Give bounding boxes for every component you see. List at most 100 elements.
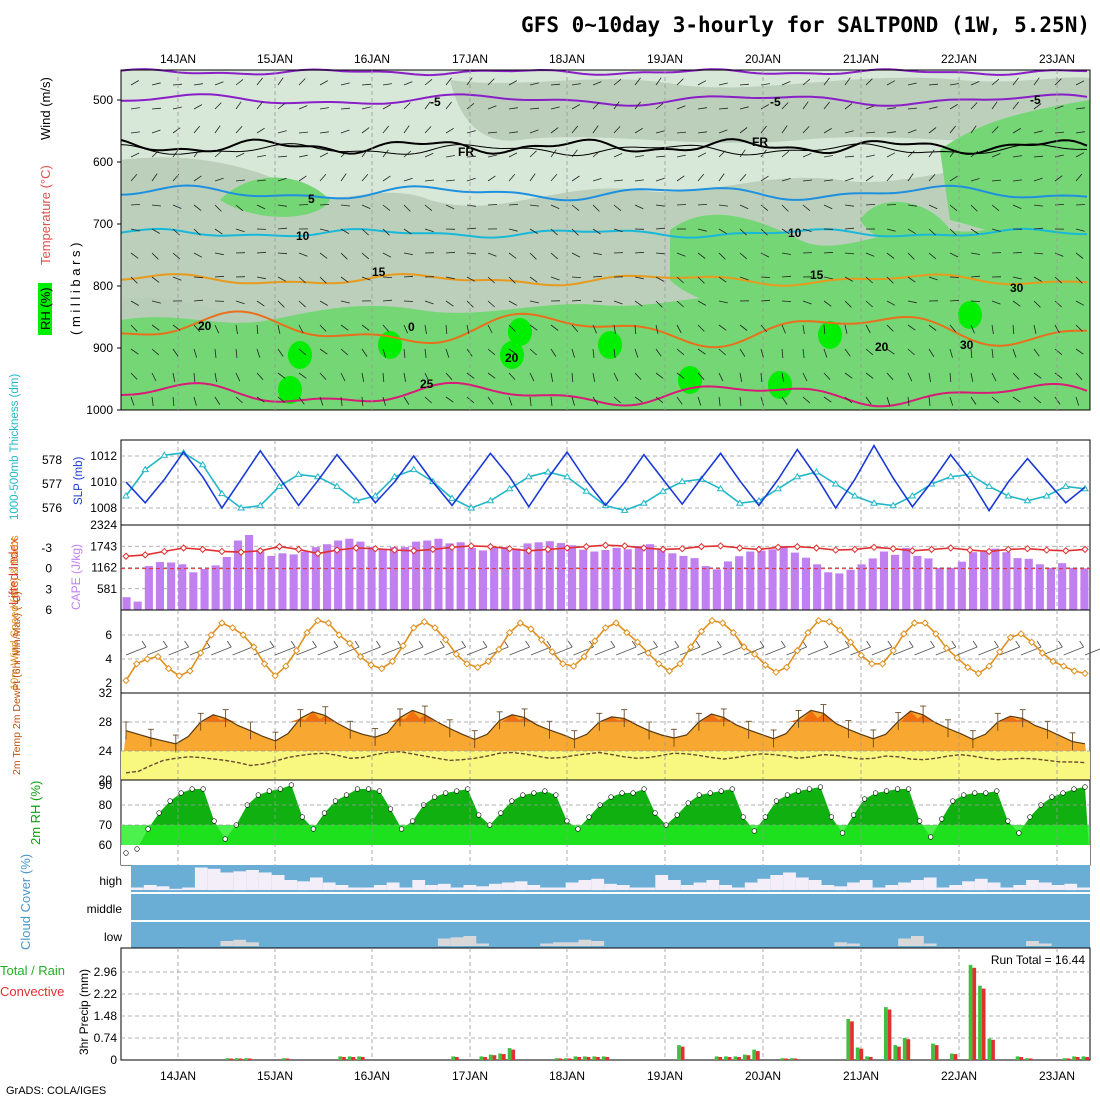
cloud-high-bar [795,877,809,890]
wind-barb [466,396,475,404]
precip-conv-bar [981,988,986,1060]
wind-barb [571,104,580,110]
wind10-point [825,618,833,626]
wind10-barb-feather [887,640,893,648]
cloud-high-bar [156,886,170,891]
thickness-point [333,482,341,489]
wind-barb [781,300,792,302]
wind-barb [319,80,328,86]
precip-total-bar [742,1054,747,1060]
wind-barb [655,372,664,379]
wind-barb [655,177,665,182]
wind-barb [823,372,831,380]
wind-barb [970,150,979,158]
lifted-index-point [179,544,188,552]
wind-barb [508,300,517,306]
wind-barb [676,324,682,334]
wind10-barb [509,646,530,656]
date-label-top: 18JAN [549,52,585,66]
wind-barb [298,105,308,110]
wind-barb [382,299,393,302]
wind-barb [802,101,809,110]
wind-barb [130,348,139,355]
cloud-high-bar [476,886,489,891]
precip-total-bar [1062,1058,1067,1060]
wind-barb [529,82,539,86]
wind-barb [529,173,536,182]
thickness-point [352,496,361,504]
contour-label: -5 [430,95,441,109]
ylabel-slp: SLP (mb) [73,456,85,505]
wind10-point [207,631,215,639]
rh2-point [939,816,945,822]
wind-barb [529,204,539,207]
rh2-point [321,810,328,816]
rh2-point [531,790,537,796]
wind-barb [886,204,897,206]
wind-barb [907,204,917,207]
wind-barb [571,348,575,358]
wind-barb [550,173,558,182]
temp2-peak [203,714,224,722]
rh2-point [376,788,383,794]
wind-barb [844,324,848,334]
thickness-point [275,482,284,489]
wind-barb [214,252,224,256]
thickness-point [218,489,226,497]
precip-total-bar [1025,1058,1029,1060]
wind-barb [592,300,603,302]
cloud-high-bar [821,885,835,890]
contour-label: FR [752,135,768,149]
precip-conv-bar [342,1057,346,1060]
cloud-level-label: middle [87,902,123,916]
wind-barb [1075,80,1085,86]
wind-barb [949,324,957,333]
precip-total-bar [752,1049,756,1060]
wind-barb [529,324,538,331]
wind-barb [634,204,644,210]
thickness-point [486,496,495,504]
rh2-point [608,794,614,800]
wind-barb [655,227,666,230]
wind10-barb [424,646,445,656]
wind10-barb [871,646,893,656]
wind-barb [340,82,350,86]
lifted-index-point [333,546,341,554]
wind-barb [970,81,980,86]
wind-barb [277,300,285,308]
wind-barb [676,105,686,110]
cloud-high-bar [680,885,694,890]
wind-barb [613,324,616,334]
temp2-line [125,709,1086,745]
wind-barb [886,173,894,182]
temp2-tick: 24 [99,744,113,758]
precip-conv-bar [784,1058,788,1060]
wind-barb [361,173,369,182]
wind10-point [527,625,535,633]
wind10-point [591,637,599,645]
wind-barb [823,324,826,335]
wind10-barb-feather [141,640,147,648]
wind-barb [949,125,956,134]
rh2-point [365,786,372,792]
wind-barb [592,125,599,134]
thickness-point [409,465,418,473]
cloud-high-bar [501,882,515,890]
precip-total-bar [601,1056,606,1060]
rh2-point [454,788,460,794]
wind-barb [655,155,666,158]
precip-total-bar [677,1045,681,1060]
lifted-index-point [812,544,821,552]
wind-barb [277,276,287,282]
wind10-point [793,646,802,655]
wind-barb [550,276,560,281]
lifted-index-point [544,545,552,554]
rh2-point [740,814,746,820]
precip-total-bar [780,1058,785,1060]
cloud-high-bar [783,872,796,890]
wind10-point [303,628,311,637]
lifted-index-point [486,542,495,551]
precip-ylabels: Total / Rain Convective 3hr Precip (mm) … [0,953,1085,1055]
wind-barb [718,228,727,235]
cloud-high-bar [949,885,963,890]
